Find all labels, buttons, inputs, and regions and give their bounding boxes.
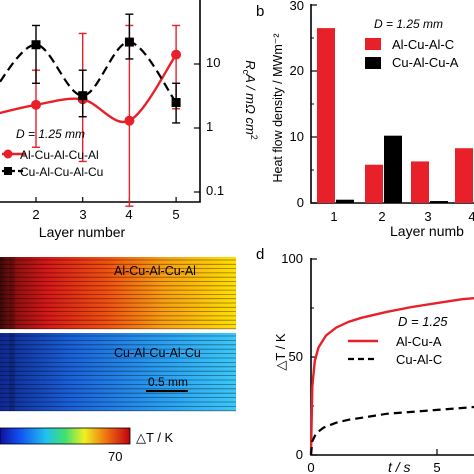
c-strip-bottom-lines <box>0 333 236 412</box>
panel-d: d 0 50 100 0 5 t / s △T / K D = 1.25 Al-… <box>256 246 474 474</box>
d-legend-1: Al-Cu-A <box>348 334 442 349</box>
a-point-square <box>31 40 41 50</box>
d-y-tick-0: 0 <box>296 447 303 462</box>
b-bar-1-2 <box>430 201 448 203</box>
a-y-tick-10: 10 <box>206 55 220 70</box>
b-x-tick-4: 4 <box>468 209 474 224</box>
d-y-axis-label: △T / K <box>273 333 288 371</box>
b-x-tick-1: 1 <box>330 209 337 224</box>
a-legend-label-1: Al-Cu-Al-Cu-Al <box>20 148 99 162</box>
b-legend-1: Al-Cu-Al-C <box>365 37 454 52</box>
d-x-tick-5: 5 <box>433 460 440 474</box>
panel-b-y-tick-labels: 0 10 20 30 <box>290 0 304 210</box>
b-bar-1-1 <box>384 135 402 203</box>
panel-d-x-tick-labels: 0 5 <box>307 460 440 474</box>
b-bar-0-0 <box>317 28 335 203</box>
c-strip-top-lines <box>0 257 236 330</box>
a-series-line-0 <box>0 53 178 124</box>
d-annotation: D = 1.25 <box>398 314 448 329</box>
c-colorbar-max: 70 <box>108 449 122 464</box>
a-legend-2: Cu-Al-Cu-Al-Cu <box>2 165 103 179</box>
b-x-tick-3: 3 <box>424 209 431 224</box>
a-x-tick-2: 2 <box>32 207 39 222</box>
b-bar-0-2 <box>411 161 429 203</box>
a-point-circle <box>171 49 182 60</box>
c-scale-bar-label: 0.5 mm <box>148 375 188 389</box>
c-colorbar <box>0 427 131 445</box>
b-annotation: D = 1.25 mm <box>374 17 443 31</box>
a-x-axis-label: Layer number <box>39 224 126 240</box>
d-legend-label-1: Al-Cu-A <box>396 334 442 349</box>
panel-d-y-tick-labels: 0 50 100 <box>281 251 303 462</box>
a-y-tick-1: 1 <box>206 119 213 134</box>
panel-a: 2 3 4 5 Layer number 10 1 0.1 RcA / mΩ c… <box>0 0 259 240</box>
panel-d-axes <box>310 258 474 456</box>
panel-b-ticks <box>311 4 317 204</box>
a-annotation: D = 1.25 mm <box>16 127 85 141</box>
panel-d-letter: d <box>256 246 264 263</box>
a-point-square <box>78 91 88 101</box>
a-legend-square-marker <box>4 167 12 175</box>
b-legend-label-2: Cu-Al-Cu-A <box>392 55 459 70</box>
c-strip-label-top: Al-Cu-Al-Cu-Al <box>114 264 196 278</box>
panel-a-x-tick-labels: 2 3 4 5 <box>32 207 179 222</box>
panel-b: b 0 10 20 30 1 2 3 4 Layer numb Heat flo… <box>256 0 474 239</box>
d-y-tick-100: 100 <box>281 251 303 266</box>
panel-a-series <box>0 13 182 207</box>
c-strip-top <box>0 257 236 329</box>
a-legend-label-2: Cu-Al-Cu-Al-Cu <box>20 165 103 179</box>
d-y-tick-50: 50 <box>289 349 303 364</box>
d-legend-label-2: Cu-Al-C <box>396 352 442 367</box>
d-legend-2: Cu-Al-C <box>348 352 442 367</box>
a-y-axis-label: RcA / mΩ cm2 <box>241 60 259 140</box>
a-legend-1: Al-Cu-Al-Cu-Al <box>2 148 99 162</box>
c-strip-bottom <box>0 333 236 411</box>
b-y-tick-0: 0 <box>297 195 304 210</box>
b-bar-0-1 <box>365 164 383 203</box>
a-x-tick-4: 4 <box>125 207 132 222</box>
a-series-line-1 <box>0 40 177 104</box>
b-legend-label-1: Al-Cu-Al-C <box>392 37 454 52</box>
b-y-tick-30: 30 <box>290 0 304 13</box>
b-x-tick-2: 2 <box>378 209 385 224</box>
c-strip-label-bottom: Cu-Al-Cu-Al-Cu <box>114 346 201 360</box>
a-point-circle <box>124 115 135 126</box>
panel-b-bars <box>317 28 473 203</box>
a-x-tick-3: 3 <box>79 207 86 222</box>
a-y-tick-0.1: 0.1 <box>206 183 224 198</box>
a-point-circle <box>31 99 41 110</box>
b-bar-0-3 <box>455 148 473 203</box>
panel-c: Al-Cu-Al-Cu-Al Cu-Al-Cu-Al-Cu 0.5 mm △T … <box>0 257 236 464</box>
a-point-square <box>171 98 181 108</box>
panel-d-series <box>309 297 474 456</box>
panel-a-axes <box>0 0 201 203</box>
d-x-tick-0: 0 <box>307 460 314 474</box>
panel-a-y-tick-labels: 10 1 0.1 <box>206 55 224 198</box>
a-point-square <box>124 37 134 47</box>
b-bar-1-0 <box>336 199 354 203</box>
panel-b-x-tick-labels: 1 2 3 4 <box>330 209 474 224</box>
c-colorbar-label: △T / K <box>136 430 174 445</box>
d-series-line-0 <box>309 297 474 456</box>
d-x-axis-label: t / s <box>388 459 411 474</box>
b-y-axis-label: Heat flow density / MWm⁻² <box>271 34 285 183</box>
b-y-tick-10: 10 <box>290 129 304 144</box>
b-legend-2: Cu-Al-Cu-A <box>365 55 459 70</box>
d-series-line-1 <box>309 405 474 456</box>
a-x-tick-5: 5 <box>172 207 179 222</box>
panel-b-letter: b <box>256 3 264 20</box>
b-x-axis-label: Layer numb <box>390 223 464 239</box>
b-y-tick-20: 20 <box>290 63 304 78</box>
a-legend-circle-marker <box>3 149 13 159</box>
